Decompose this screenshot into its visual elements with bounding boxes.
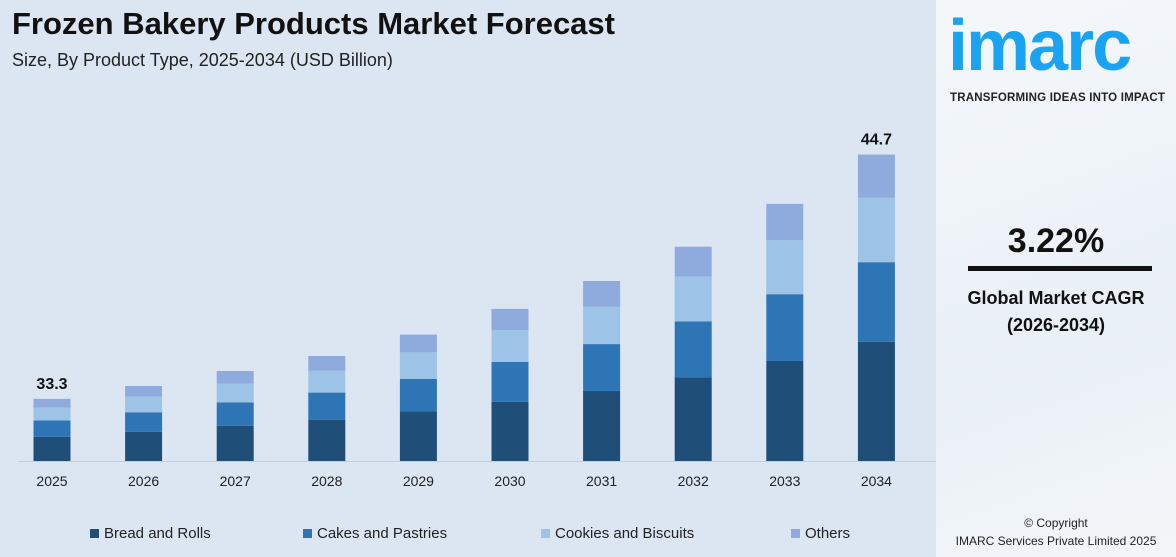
bar-segment-cakes-and-pastries-2026 [125, 412, 163, 432]
x-tick-label: 2025 [36, 473, 67, 489]
bar-segment-others-2025 [33, 398, 71, 408]
legend-swatch [303, 529, 312, 538]
bar-segment-cookies-and-biscuits-2032 [674, 276, 712, 322]
legend-item: Cakes and Pastries [303, 525, 447, 542]
logo-tagline: TRANSFORMING IDEAS INTO IMPACT [950, 92, 1166, 104]
bar-segment-cakes-and-pastries-2029 [399, 378, 437, 412]
bar-segment-cookies-and-biscuits-2028 [308, 370, 346, 393]
bar-segment-others-2034 [857, 154, 895, 198]
bar-segment-bread-and-rolls-2031 [583, 390, 621, 461]
stacked-bar-chart: 2025 33.3 2026 2027 2028 2029 2030 2031 2032 2033… [18, 132, 936, 489]
x-tick-label: 2028 [311, 473, 342, 489]
bar-segment-cookies-and-biscuits-2033 [766, 240, 804, 295]
chart-panel: Frozen Bakery Products Market Forecast S… [0, 6, 936, 545]
bar-segment-bread-and-rolls-2025 [33, 436, 71, 461]
copyright-label: © Copyright [1024, 516, 1088, 530]
bar-segment-cakes-and-pastries-2032 [674, 321, 712, 378]
bar-segment-bread-and-rolls-2030 [491, 401, 529, 461]
sidebar-panel: imarc TRANSFORMING IDEAS INTO IMPACT 3.2… [936, 0, 1176, 557]
bar-segment-others-2033 [766, 203, 804, 241]
bar-segment-bread-and-rolls-2034 [857, 341, 895, 461]
legend-swatch [90, 529, 99, 538]
bar-segment-bread-and-rolls-2027 [216, 425, 254, 461]
chart-subtitle: Size, By Product Type, 2025-2034 (USD Bi… [12, 50, 393, 70]
bar-segment-bread-and-rolls-2026 [125, 431, 163, 461]
bar-segment-cakes-and-pastries-2034 [857, 262, 895, 342]
x-tick-label: 2031 [586, 473, 617, 489]
copyright-company: IMARC Services Private Limited 2025 [955, 534, 1157, 548]
total-data-label: 44.7 [861, 132, 892, 149]
bar-segment-others-2031 [583, 281, 621, 307]
bar-segment-cookies-and-biscuits-2025 [33, 407, 71, 421]
bar-segment-cookies-and-biscuits-2026 [125, 396, 163, 413]
bar-segment-others-2026 [125, 386, 163, 397]
bar-segment-cookies-and-biscuits-2029 [399, 352, 437, 379]
bar-segment-others-2032 [674, 246, 712, 277]
cagr-value: 3.22% [1007, 222, 1105, 260]
bar-segment-cakes-and-pastries-2025 [33, 420, 71, 437]
bar-segment-cakes-and-pastries-2030 [491, 362, 529, 402]
bar-segment-cakes-and-pastries-2031 [583, 344, 621, 391]
x-tick-label: 2032 [678, 473, 709, 489]
divider [968, 266, 1152, 271]
bar-segment-cakes-and-pastries-2028 [308, 392, 346, 420]
bar-segment-bread-and-rolls-2032 [674, 377, 712, 461]
bar-segment-cakes-and-pastries-2033 [766, 294, 804, 361]
bar-segment-bread-and-rolls-2028 [308, 419, 346, 461]
x-tick-label: 2027 [220, 473, 251, 489]
legend-swatch [791, 529, 800, 538]
bar-segment-cookies-and-biscuits-2031 [583, 306, 621, 345]
legend-label: Cookies and Biscuits [555, 525, 695, 542]
total-data-label: 33.3 [36, 376, 67, 393]
bar-segment-cookies-and-biscuits-2030 [491, 329, 529, 363]
imarc-logo: imarc [948, 6, 1132, 86]
legend-label: Bread and Rolls [104, 525, 211, 542]
legend: Bread and Rolls Cakes and Pastries Cookies… [0, 525, 936, 545]
bar-segment-bread-and-rolls-2033 [766, 360, 804, 461]
bar-segment-others-2030 [491, 308, 529, 330]
legend-label: Others [805, 525, 851, 542]
cagr-label-text: Global Market CAGR [967, 288, 1145, 308]
legend-item: Others [791, 525, 850, 542]
legend-item: Cookies and Biscuits [541, 525, 694, 542]
legend-item: Bread and Rolls [90, 525, 211, 542]
legend-label: Cakes and Pastries [317, 525, 448, 542]
bar-segment-others-2028 [308, 356, 346, 371]
copyright: © Copyright IMARC Services Private Limit… [936, 514, 1176, 550]
bar-segment-bread-and-rolls-2029 [399, 411, 437, 461]
x-tick-label: 2026 [128, 473, 159, 489]
x-tick-label: 2034 [861, 473, 892, 489]
x-tick-label: 2029 [403, 473, 434, 489]
bar-segment-cakes-and-pastries-2027 [216, 402, 254, 426]
bar-segment-cookies-and-biscuits-2034 [857, 197, 895, 263]
bar-segment-others-2029 [399, 334, 437, 353]
legend-swatch [541, 529, 550, 538]
cagr-period: (2026-2034) [1006, 315, 1106, 335]
x-tick-label: 2033 [769, 473, 800, 489]
cagr-label: Global Market CAGR (2026-2034) [936, 285, 1176, 339]
x-tick-label: 2030 [494, 473, 525, 489]
bar-segment-cookies-and-biscuits-2027 [216, 383, 254, 403]
bar-segment-others-2027 [216, 371, 254, 384]
chart-title: Frozen Bakery Products Market Forecast [12, 6, 615, 41]
